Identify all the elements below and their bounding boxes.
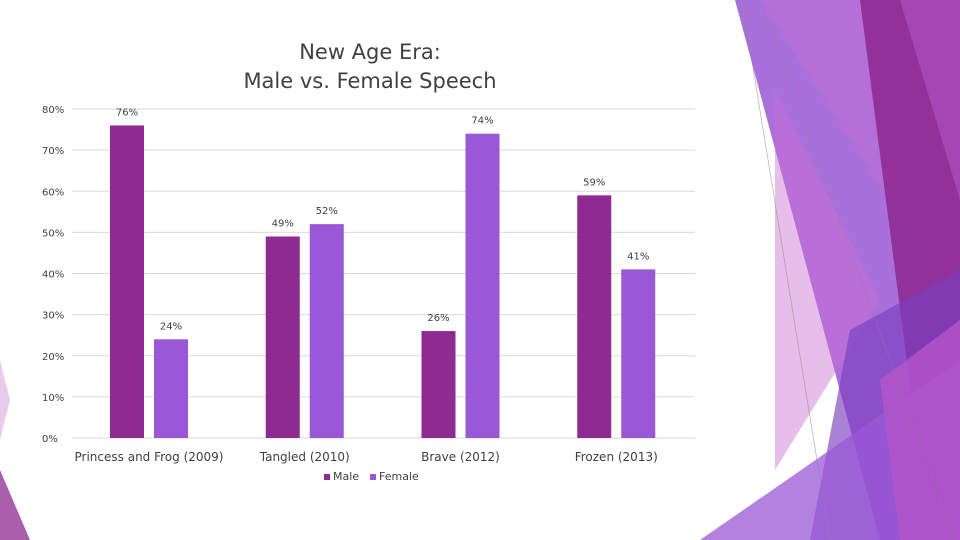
- chart-title: New Age Era: Male vs. Female Speech: [170, 38, 570, 96]
- data-label-female: 24%: [160, 321, 182, 332]
- y-tick-label: 20%: [42, 352, 64, 363]
- legend-label-female: Female: [379, 470, 419, 483]
- bar-female: [309, 224, 344, 438]
- y-tick-label: 30%: [42, 311, 64, 322]
- y-tick-label: 60%: [42, 187, 64, 198]
- bar-male: [421, 331, 456, 438]
- y-tick-label: 80%: [42, 105, 64, 116]
- deco-facet-4: [900, 0, 960, 200]
- legend-swatch-male: [324, 474, 330, 480]
- data-label-male: 26%: [427, 313, 449, 324]
- data-label-male: 59%: [583, 177, 605, 188]
- x-tick-label: Tangled (2010): [259, 450, 350, 464]
- y-tick-label: 10%: [42, 393, 64, 404]
- deco-facet-9: [0, 470, 30, 540]
- bar-male: [577, 195, 612, 438]
- deco-line-2: [759, 0, 956, 540]
- data-label-male: 76%: [116, 107, 138, 118]
- data-label-female: 74%: [471, 116, 493, 127]
- y-tick-label: 50%: [42, 228, 64, 239]
- deco-facet-5: [775, 90, 880, 470]
- chart-title-line-1: New Age Era:: [299, 40, 441, 64]
- x-tick-label: Brave (2012): [421, 450, 500, 464]
- y-tick-label: 0%: [42, 434, 58, 445]
- deco-facet-10: [0, 360, 10, 440]
- bar-female: [621, 269, 656, 438]
- bar-female: [465, 133, 500, 439]
- data-label-female: 52%: [316, 206, 338, 217]
- legend-swatch-female: [370, 474, 376, 480]
- deco-facet-8: [880, 320, 960, 540]
- x-tick-label: Princess and Frog (2009): [75, 450, 224, 464]
- bar-male: [265, 236, 300, 438]
- y-tick-label: 40%: [42, 270, 64, 281]
- legend-label-male: Male: [333, 470, 359, 483]
- bar-female: [154, 339, 188, 438]
- deco-line-1: [741, 0, 831, 540]
- data-label-male: 49%: [272, 218, 294, 229]
- data-label-female: 41%: [627, 251, 649, 262]
- x-tick-label: Frozen (2013): [575, 450, 658, 464]
- bar-male: [110, 125, 144, 438]
- y-tick-label: 70%: [42, 146, 64, 157]
- chart-title-line-2: Male vs. Female Speech: [243, 69, 497, 93]
